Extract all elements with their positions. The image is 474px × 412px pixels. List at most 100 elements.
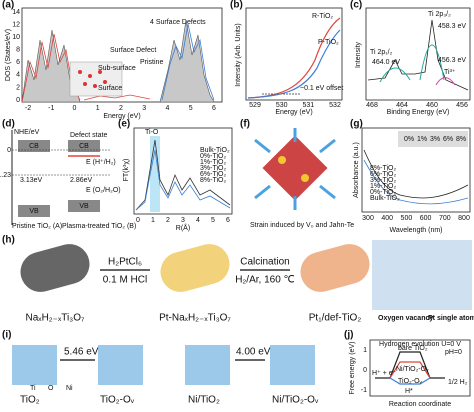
- text: Free energy (eV): [349, 342, 356, 395]
- tick-label: 4: [16, 72, 20, 79]
- tick-label: 0: [16, 97, 20, 104]
- text: Intensity: [355, 41, 362, 68]
- text: Oxygen vacancy: [378, 315, 433, 322]
- curve-p: [247, 29, 341, 99]
- text: 464.0 eV: [372, 59, 400, 66]
- text: Pt₁/def-TiO₂: [309, 313, 362, 324]
- ge-bare: [375, 351, 445, 379]
- tick-label: 3: [181, 217, 185, 224]
- text: H₂/Ar, 160 ℃: [235, 275, 295, 286]
- tick-label: 1.23: [0, 172, 11, 179]
- tick-label: 10: [12, 34, 20, 41]
- tick-label: 530: [276, 102, 288, 109]
- text: 5.46 eV: [64, 347, 99, 358]
- tick-label: 0: [73, 105, 77, 112]
- text: Ni/TiO₂: [188, 395, 220, 406]
- text: Bulk-TiO₂: [370, 195, 400, 202]
- text: pH=0: [445, 349, 462, 356]
- text: H*: [405, 388, 413, 395]
- vb-a: [18, 205, 50, 217]
- text: 3%-TiO₂: [370, 177, 396, 184]
- text: Absorbance (a.u.): [353, 142, 360, 198]
- panel-label: (f): [240, 119, 250, 130]
- text: 3%-TiO₂: [200, 165, 226, 172]
- tick-label: 2: [16, 84, 20, 91]
- text: Bulk-TiO₂: [200, 147, 230, 154]
- text: 0%: [404, 136, 414, 143]
- text: 458.3 eV: [438, 23, 466, 30]
- tick-label: 4: [196, 217, 200, 224]
- tick-label: 5: [211, 217, 215, 224]
- vb-b: [68, 200, 100, 212]
- dos-fill: [159, 19, 215, 103]
- text: 3%: [430, 136, 440, 143]
- text: Defect state: [70, 132, 107, 139]
- text: VB: [29, 208, 39, 215]
- text: Ti³⁺: [444, 69, 456, 76]
- tick-label: 529: [249, 102, 261, 109]
- text: 8%-TiO₂: [200, 177, 226, 184]
- text: Surface: [98, 85, 122, 92]
- text: Ti: [30, 385, 36, 392]
- text: P-TiO₂: [318, 39, 339, 46]
- tick-label: 14: [12, 9, 20, 16]
- text: Ni/TiO₂-Oᵥ: [272, 395, 319, 406]
- text: Hydrogen evolution U=0 V: [379, 341, 461, 348]
- tubes: [20, 240, 472, 310]
- dos-red: [21, 33, 81, 103]
- tick-label: 8: [16, 47, 20, 54]
- cb-a: [18, 140, 50, 152]
- tick-label: 456: [456, 102, 468, 109]
- tick-label: 2: [166, 217, 170, 224]
- text: Calcination: [240, 257, 289, 268]
- tick-label: 2: [119, 105, 123, 112]
- tick-label: 531: [302, 102, 314, 109]
- tick-label: 400: [381, 215, 393, 222]
- text: Pristine TiO₂ (A): [12, 223, 62, 230]
- panel-label: (c): [350, 0, 362, 11]
- text: Pristine: [140, 59, 163, 66]
- tick-label: 3: [142, 105, 146, 112]
- tick-label: 0: [136, 217, 140, 224]
- inset: [69, 61, 123, 97]
- text: CB: [79, 143, 89, 150]
- tick-label: 700: [439, 215, 451, 222]
- text: NaₓH₂₋ₓTi₃O₇: [26, 313, 86, 324]
- text: Reaction coordinate: [389, 401, 451, 408]
- defect-line: [83, 94, 151, 101]
- tick-label: 600: [420, 215, 432, 222]
- text: DOS (States/eV): [5, 29, 12, 81]
- inset-atoms: [78, 70, 107, 88]
- text: 1%-TiO₂: [370, 183, 396, 190]
- panel-label: (i): [2, 330, 11, 341]
- tick-label: 0: [363, 367, 367, 374]
- frame-a: [21, 7, 223, 103]
- text: E (O₂/H₂O): [86, 187, 121, 194]
- text: Wavelength (nm): [389, 227, 442, 234]
- xps-fit: [435, 77, 456, 86]
- tick-label: 500: [401, 215, 413, 222]
- tick-label: 12: [12, 21, 20, 28]
- panel-label: (j): [344, 330, 353, 341]
- text: 1/2 H₂: [448, 379, 468, 386]
- panel-label: (h): [2, 235, 15, 246]
- tick-label: 1: [96, 105, 100, 112]
- frame-b: [245, 7, 343, 101]
- tick-label: 468: [366, 102, 378, 109]
- panel-label: (g): [350, 119, 363, 130]
- text: 8%-TiO₂: [370, 165, 396, 172]
- text: Energy (eV): [103, 113, 140, 120]
- ft-curve: [135, 149, 231, 211]
- panel-label: (b): [230, 0, 243, 11]
- text: 456.3 eV: [438, 57, 466, 64]
- tick-label: 532: [329, 102, 341, 109]
- tick-label: 6: [226, 217, 230, 224]
- highlight: [150, 136, 160, 212]
- crystal: [254, 128, 336, 210]
- text: 0.1 M HCl: [103, 275, 147, 286]
- text: 4.00 eV: [236, 347, 271, 358]
- text: 1%-TiO₂: [200, 159, 226, 166]
- text: TiO₂-Oᵥ: [398, 378, 423, 385]
- tick-label: 300: [362, 215, 374, 222]
